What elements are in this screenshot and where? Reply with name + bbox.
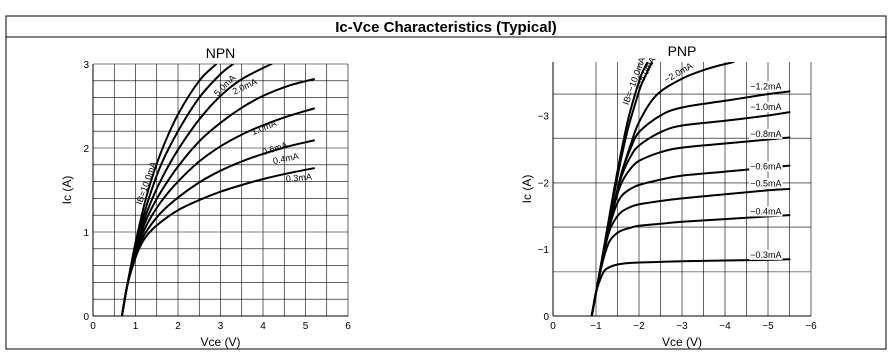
x-tick-label: 0 [550,321,556,332]
outer-border [5,15,887,350]
x-tick-label: −3 [676,321,688,332]
series-label-backing [749,178,783,189]
series-line-2 [590,62,735,316]
x-tick-label: 5 [303,321,309,332]
x-tick-label: 3 [218,321,224,332]
series-label: −1.0mA [750,102,781,112]
x-tick-label: 0 [90,321,96,332]
series-label: −0.8mA [750,129,781,139]
series-line-8 [590,214,791,316]
x-tick-label: 1 [133,321,139,332]
series-label: −0.6mA [750,162,781,172]
x-tick-label: 2 [175,321,181,332]
series-label-backing [749,81,783,92]
x-tick-label: −1 [590,321,602,332]
series-label: 0.3mA [285,172,312,184]
x-tick-label: −2 [633,321,645,332]
y-tick-label: −3 [538,111,550,122]
y-tick-label: 0 [83,312,89,323]
figure-title: Ic-Vce Characteristics (Typical) [335,19,556,36]
y-axis-label: Ic (A) [520,175,534,204]
y-tick-label: −2 [538,178,550,189]
x-tick-label: −4 [719,321,731,332]
series-label: −1.2mA [750,81,781,91]
x-axis-label: Vce (V) [200,335,240,349]
series-label-backing [749,249,783,260]
series-label: −0.4mA [750,206,781,216]
chart-subtitle: PNP [668,43,697,59]
x-tick-label: 6 [345,321,351,332]
series-label-backing [749,161,783,172]
series-line-9 [590,258,791,316]
x-tick-label: 4 [260,321,266,332]
series-label: −0.3mA [750,250,781,260]
y-tick-label: 3 [83,60,89,71]
y-tick-label: 1 [83,228,89,239]
y-tick-label: 0 [543,312,549,323]
chart-subtitle: NPN [206,45,236,61]
series-label: −0.5mA [750,178,781,188]
x-tick-label: −6 [805,321,817,332]
series-line-6 [120,167,315,316]
series-label-backing [749,206,783,217]
series-label-backing [749,128,783,139]
x-axis-label: Vce (V) [662,335,702,349]
y-tick-label: 2 [83,144,89,155]
y-tick-label: −1 [538,245,550,256]
x-tick-label: −5 [762,321,774,332]
series-label-backing [749,102,783,113]
y-axis-label: Ic (A) [60,176,74,205]
